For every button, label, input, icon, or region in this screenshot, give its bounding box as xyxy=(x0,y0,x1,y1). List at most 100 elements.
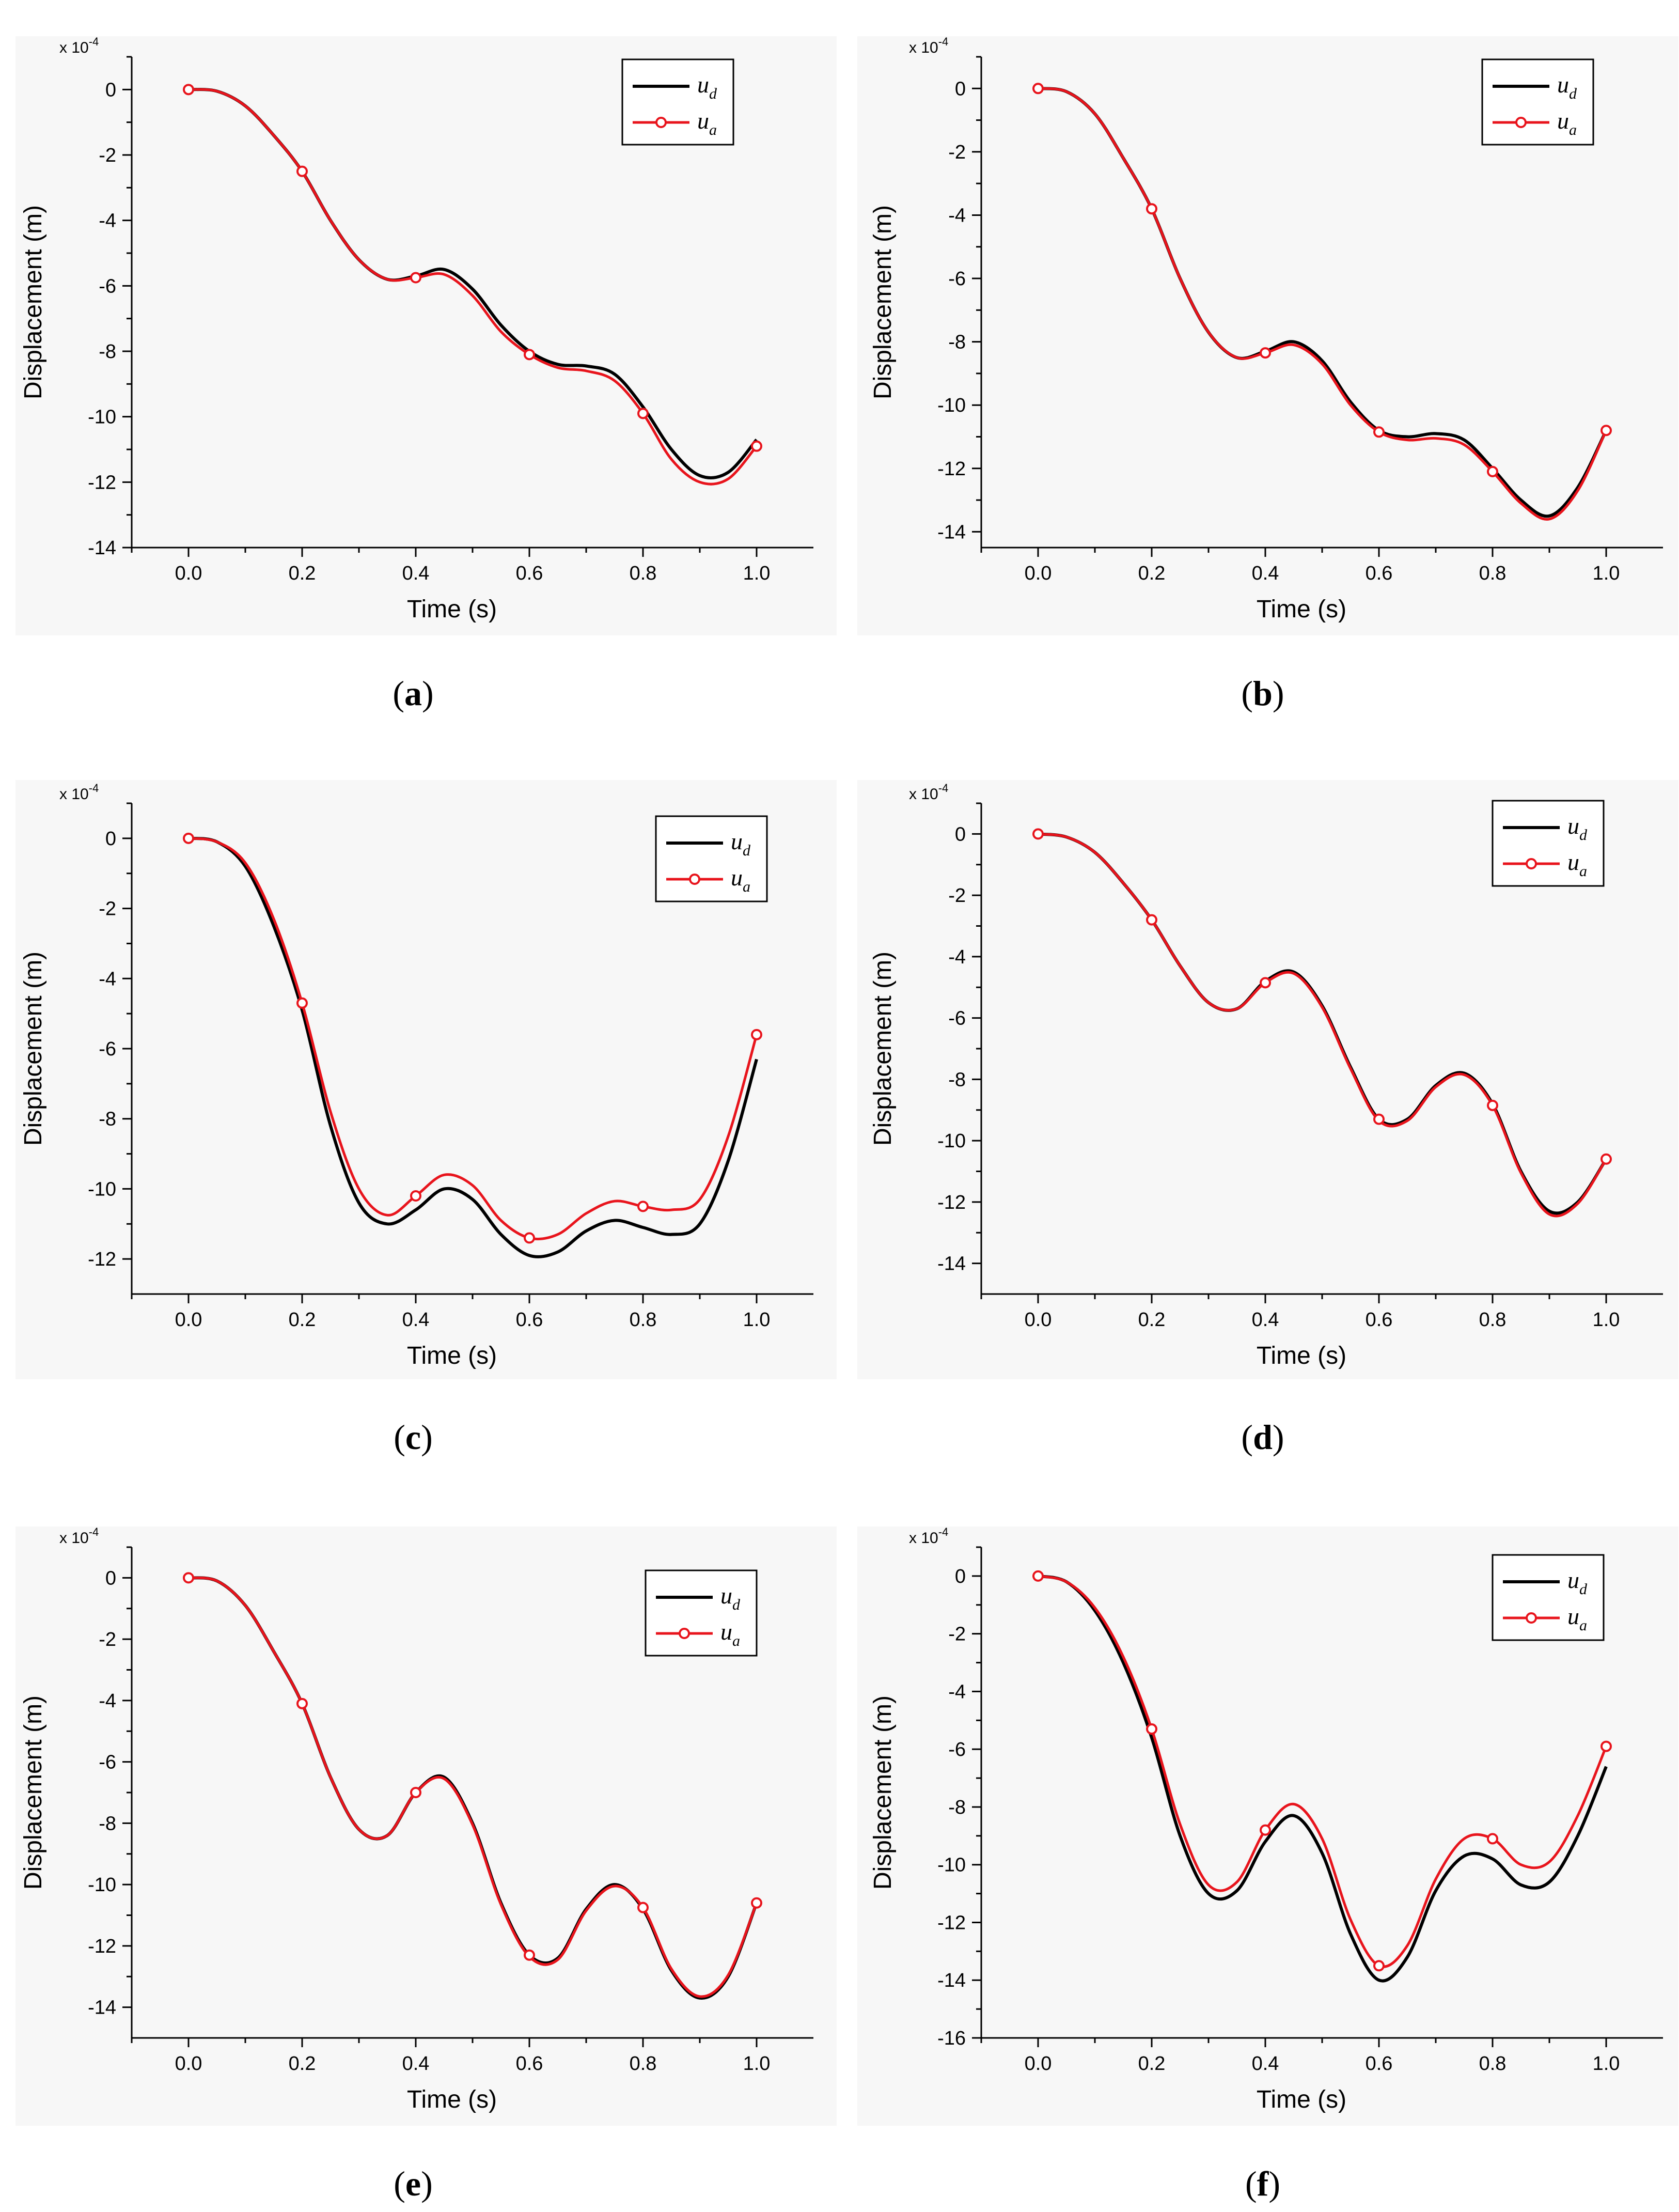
y-tick-label: -8 xyxy=(948,332,966,353)
x-tick-label: 1.0 xyxy=(1593,1309,1620,1331)
y-axis-title: Displacement (m) xyxy=(869,952,897,1146)
x-tick-label: 0.8 xyxy=(1479,563,1507,584)
legend: ud ua xyxy=(1492,800,1605,887)
panel-caption: (a) xyxy=(393,674,433,713)
ua-marker xyxy=(1260,347,1271,359)
series-line-ud xyxy=(1038,1574,1608,1983)
legend: ud ua xyxy=(1481,58,1594,146)
y-tick-label: -14 xyxy=(937,1253,966,1275)
y-tick-label: -4 xyxy=(948,946,966,968)
y-tick-label: -10 xyxy=(937,1130,966,1152)
x-tick-label: 0.8 xyxy=(1479,2053,1507,2075)
y-tick-label: -12 xyxy=(88,472,116,493)
x-tick-label: 0.0 xyxy=(1025,563,1052,584)
legend-label-ua: ua xyxy=(1567,1603,1587,1634)
x-tick-label: 1.0 xyxy=(743,1309,771,1331)
y-multiplier-label: x 10-4 xyxy=(59,782,99,803)
x-axis-title: Time (s) xyxy=(1257,1342,1346,1369)
y-tick-label: 0 xyxy=(955,78,966,100)
x-tick-label: 0.0 xyxy=(1025,1309,1052,1331)
ua-marker xyxy=(1373,426,1385,438)
y-tick-label: 0 xyxy=(955,823,966,845)
x-axis-title: Time (s) xyxy=(407,1342,497,1369)
panel-caption: (b) xyxy=(1241,674,1284,713)
legend-marker-ua xyxy=(1526,858,1537,869)
ua-marker xyxy=(183,84,194,96)
legend-label-ua: ua xyxy=(1557,107,1577,138)
legend-box xyxy=(621,58,734,146)
legend-box xyxy=(1481,58,1594,146)
x-tick-label: 0.2 xyxy=(1138,563,1166,584)
x-tick-label: 0.8 xyxy=(630,1309,657,1331)
y-multiplier-label: x 10-4 xyxy=(59,1525,99,1547)
chart-panel-a: 0.0 0.2 0.4 0.6 0.8 1.0 0 -2 -4 -6 -8 -10 -12 -14 x 10… xyxy=(15,35,837,713)
legend: ud ua xyxy=(655,815,768,902)
y-tick-label: -6 xyxy=(948,1739,966,1761)
x-tick-label: 0.2 xyxy=(289,1309,316,1331)
x-tick-label: 0.8 xyxy=(630,563,657,584)
y-tick-label: -2 xyxy=(948,885,966,907)
x-axis-title: Time (s) xyxy=(1257,2086,1346,2113)
x-tick-label: 0.6 xyxy=(516,563,543,584)
x-tick-label: 0.0 xyxy=(1025,2053,1052,2075)
y-axis-title: Displacement (m) xyxy=(869,1695,897,1890)
x-tick-label: 0.4 xyxy=(1252,1309,1279,1331)
y-tick-label: -16 xyxy=(937,2028,966,2049)
ua-marker xyxy=(524,1232,535,1244)
y-tick-label: -14 xyxy=(937,1970,966,1991)
ua-marker xyxy=(1487,1099,1498,1111)
ua-marker xyxy=(751,1897,762,1909)
y-multiplier-label: x 10-4 xyxy=(909,1525,948,1547)
ua-marker xyxy=(410,272,421,284)
y-tick-label: -10 xyxy=(88,1874,116,1896)
legend-box xyxy=(655,815,768,902)
legend: ud ua xyxy=(645,1569,758,1657)
ua-marker xyxy=(1146,1723,1157,1735)
y-tick-label: 0 xyxy=(955,1566,966,1587)
y-tick-label: 0 xyxy=(105,828,116,850)
legend-box xyxy=(645,1569,758,1657)
legend-marker-ua xyxy=(655,117,667,128)
y-axis-title: Displacement (m) xyxy=(869,205,897,399)
y-tick-label: -10 xyxy=(88,1178,116,1200)
ua-marker xyxy=(1600,1740,1612,1752)
ua-marker xyxy=(524,1949,535,1961)
y-multiplier-label: x 10-4 xyxy=(909,35,948,56)
y-multiplier-label: x 10-4 xyxy=(59,35,99,56)
y-tick-label: -2 xyxy=(99,898,116,920)
ua-marker xyxy=(751,440,762,452)
legend: ud ua xyxy=(621,58,734,146)
y-tick-label: -6 xyxy=(99,275,116,297)
legend-label-ud: ud xyxy=(1567,813,1588,844)
x-tick-label: 0.6 xyxy=(516,2053,543,2075)
y-tick-label: -8 xyxy=(99,1109,116,1130)
ua-marker xyxy=(751,1029,762,1040)
y-tick-label: -12 xyxy=(937,1192,966,1213)
x-tick-label: 0.4 xyxy=(1252,2053,1279,2075)
x-tick-label: 0.2 xyxy=(289,2053,316,2075)
legend-label-ua: ua xyxy=(731,864,750,895)
y-tick-label: -8 xyxy=(948,1069,966,1091)
series-line-ua xyxy=(188,88,758,486)
y-tick-label: -12 xyxy=(937,458,966,480)
x-tick-label: 0.4 xyxy=(1252,563,1279,584)
y-tick-label: -2 xyxy=(948,1624,966,1645)
ua-marker xyxy=(637,1201,649,1212)
ua-marker xyxy=(1487,465,1498,477)
y-tick-label: -8 xyxy=(99,341,116,363)
legend-label-ua: ua xyxy=(1567,849,1587,880)
x-axis-title: Time (s) xyxy=(407,2086,497,2113)
legend-marker-ua xyxy=(689,874,700,885)
legend-box xyxy=(1492,800,1605,887)
y-tick-label: -2 xyxy=(948,142,966,163)
x-tick-label: 0.4 xyxy=(402,1309,430,1331)
x-tick-label: 1.0 xyxy=(743,563,771,584)
y-tick-label: -10 xyxy=(88,407,116,428)
x-tick-label: 0.0 xyxy=(175,1309,202,1331)
x-tick-label: 0.2 xyxy=(1138,1309,1166,1331)
y-axis-title: Displacement (m) xyxy=(20,1695,47,1890)
legend-marker-ua xyxy=(679,1628,690,1639)
ua-marker xyxy=(1032,83,1044,95)
series-line-ua xyxy=(1038,1575,1608,1968)
legend-label-ua: ua xyxy=(720,1618,740,1649)
